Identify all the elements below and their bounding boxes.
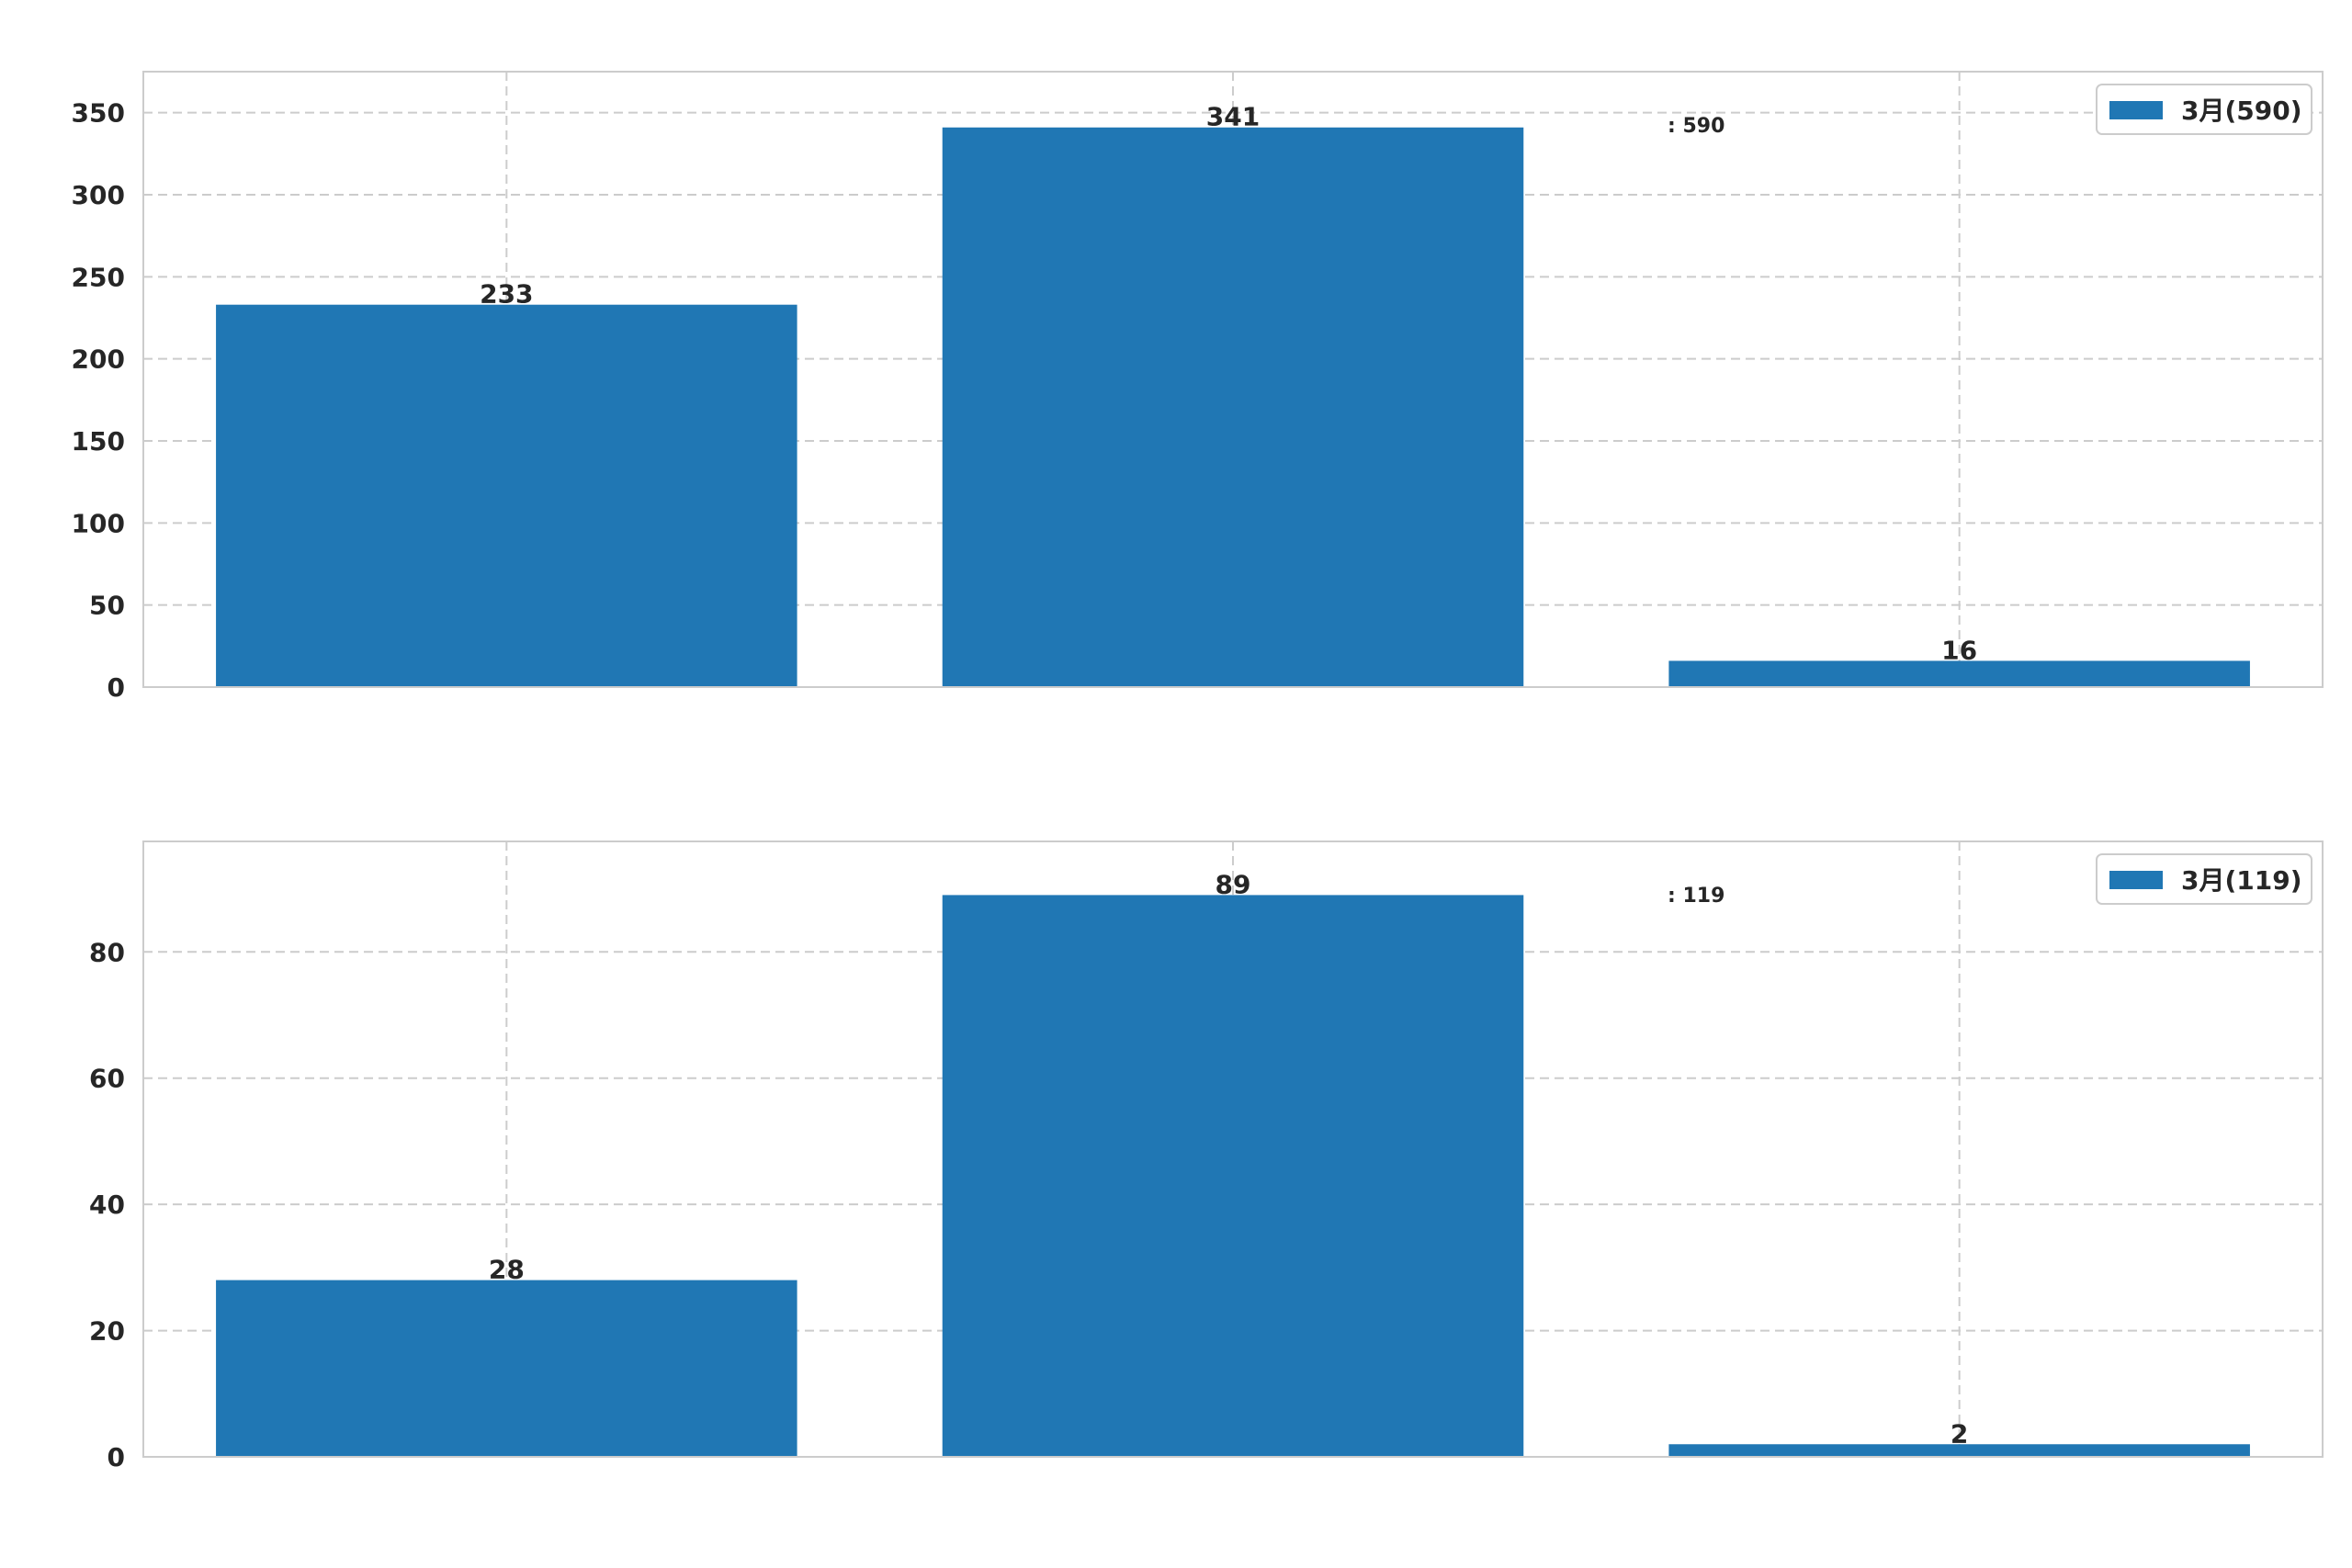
data-label: 341 xyxy=(1206,102,1260,132)
legend-box xyxy=(2096,853,2312,905)
y-tick-label: 0 xyxy=(107,1442,125,1472)
legend-swatch xyxy=(2109,101,2163,119)
plot-frame xyxy=(142,840,2324,1458)
annotation-text: : 119 xyxy=(1668,885,1724,908)
bar-3 xyxy=(1668,1444,2250,1457)
data-label: 2 xyxy=(1951,1418,1968,1449)
y-tick-label: 100 xyxy=(72,508,125,538)
y-tick-label: 250 xyxy=(72,262,125,292)
y-tick-label: 20 xyxy=(89,1316,125,1347)
y-tick-label: 80 xyxy=(89,937,125,967)
y-tick-label: 300 xyxy=(72,180,125,210)
data-label: 233 xyxy=(480,279,533,310)
bar-2 xyxy=(942,127,1524,687)
legend-label: 3月(590) xyxy=(2181,96,2302,126)
annotation-text: : 590 xyxy=(1668,115,1724,138)
y-tick-label: 150 xyxy=(72,426,125,457)
bar-2 xyxy=(942,895,1524,1457)
chart-2: 0 20 40 60 80 28 89 2 : 119 3月(119) xyxy=(89,840,2324,1472)
data-label: 89 xyxy=(1216,869,1251,899)
bar-1 xyxy=(216,1280,797,1457)
data-label: 16 xyxy=(1941,635,1977,665)
y-tick-label: 50 xyxy=(89,591,125,621)
data-label: 28 xyxy=(489,1255,525,1285)
legend-label: 3月(119) xyxy=(2181,865,2302,896)
y-tick-label: 40 xyxy=(89,1190,125,1220)
legend-swatch xyxy=(2109,871,2163,889)
bar-3 xyxy=(1668,660,2250,687)
chart-1: 0 50 100 150 200 250 300 350 233 341 16 : 590 3月(590… xyxy=(72,71,2324,703)
y-tick-label: 60 xyxy=(89,1064,125,1094)
legend-box xyxy=(2096,84,2312,135)
y-tick-label: 200 xyxy=(72,344,125,375)
plot-frame xyxy=(142,71,2324,688)
bar-1 xyxy=(216,304,797,687)
y-tick-label: 0 xyxy=(107,672,125,703)
y-tick-label: 350 xyxy=(72,98,125,129)
